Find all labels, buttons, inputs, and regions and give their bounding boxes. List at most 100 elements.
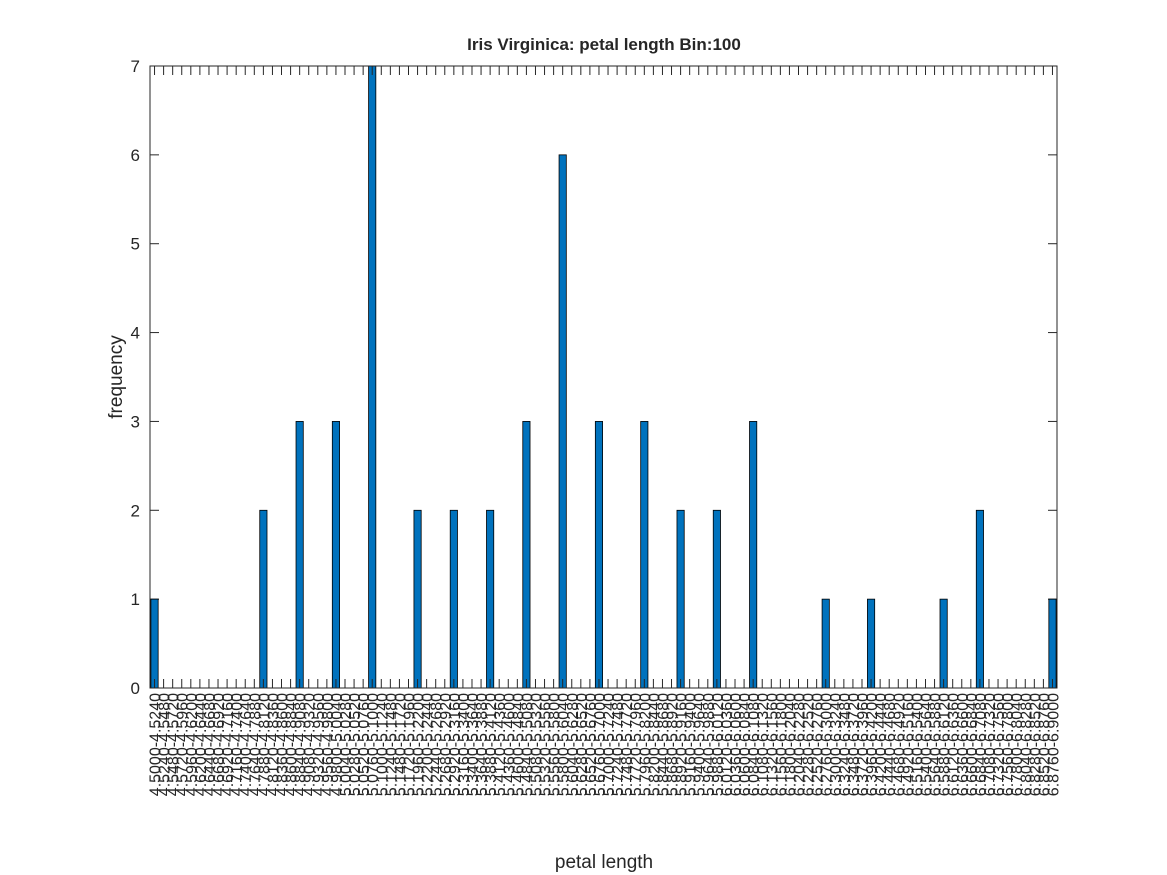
x-tick-label: 6.2280-6.2520 [801,693,818,796]
x-tick-label: 6.3480-6.3720 [846,693,863,796]
bar [413,509,422,689]
x-tick-label: 4.8360-4.8600 [275,693,292,796]
axes-box [149,65,1058,689]
x-tick-label: 5.6280-5.6520 [574,693,591,796]
x-tick-label: 4.5480-4.5720 [166,693,183,796]
x-tick-label: 5.9880-6.0120 [710,693,727,796]
x-tick-label: 6.2040-6.2280 [792,693,809,796]
x-axis-label: petal length [555,852,653,873]
y-tick-label: 6 [131,146,140,165]
y-tick-label: 0 [131,679,140,698]
bar [975,509,984,689]
x-tick-label: 6.2760-6.3000 [819,693,836,796]
x-tick-label: 6.1560-6.1800 [773,693,790,796]
x-tick-label: 6.8760-6.9000 [1045,693,1062,796]
x-tick-label: 5.1960-5.2200 [411,693,428,796]
x-tick-label: 6.7320-6.7560 [991,693,1008,796]
x-tick-label: 6.5400-6.5640 [918,693,935,796]
x-tick-label: 5.6520-5.6760 [583,693,600,796]
x-tick-label: 5.4360-5.4600 [501,693,518,796]
x-tick-label: 6.0360-6.0600 [728,693,745,796]
x-tick-label: 5.7480-5.7720 [619,693,636,796]
x-tick-label: 4.8600-4.8840 [284,693,301,796]
x-tick-label: 5.3640-5.3880 [474,693,491,796]
x-tick-label: 6.0600-6.0840 [737,693,754,796]
x-tick-label: 6.8040-6.8280 [1018,693,1035,796]
bar [594,421,603,689]
x-tick-label: 6.5640-6.5880 [928,693,945,796]
x-tick-label: 6.4200-6.4440 [873,693,890,796]
x-tick-label: 6.7560-6.7800 [1000,693,1017,796]
bar [486,509,495,689]
y-tick-label: 2 [131,501,140,520]
x-tick-label: 6.2520-6.2760 [810,693,827,796]
x-tick-label: 5.6040-5.6280 [565,693,582,796]
x-tick-label: 4.5240-4.5480 [157,693,174,796]
bar [676,509,685,689]
x-tick-label: 5.2680-5.2920 [438,693,455,796]
x-tick-label: 6.4920-6.5160 [900,693,917,796]
bar [640,421,649,689]
x-tick-label: 5.1720-5.1960 [401,693,418,796]
x-tick-label: 5.3160-5.3400 [456,693,473,796]
x-tick-label: 6.8520-6.8760 [1036,693,1053,796]
x-tick-label: 6.1080-6.1320 [755,693,772,796]
bar [522,421,531,689]
chart-title: Iris Virginica: petal length Bin:100 [467,35,741,54]
x-tick-label: 4.7880-4.8120 [256,693,273,796]
x-tick-label: 5.0040-5.0280 [338,693,355,796]
x-tick-label: 5.8680-5.8920 [665,693,682,796]
bar [368,65,377,689]
x-tick-label: 6.1800-6.2040 [782,693,799,796]
y-tick-label: 4 [131,324,140,343]
x-tick-label: 5.1240-5.1480 [383,693,400,796]
x-tick-label: 5.7240-5.7480 [610,693,627,796]
bar [259,509,268,689]
y-tick-label: 7 [131,57,140,76]
x-tick-label: 6.0120-6.0360 [719,693,736,796]
x-tick-label: 4.7160-4.7400 [229,693,246,796]
x-tick-label: 6.3960-6.4200 [864,693,881,796]
x-tick-label: 6.6840-6.7080 [973,693,990,796]
x-tick-label: 4.9080-4.9320 [302,693,319,796]
y-tick-label: 5 [131,235,140,254]
x-tick-label: 5.3880-5.4120 [483,693,500,796]
x-tick-label: 5.8440-5.8680 [655,693,672,796]
x-tick-label: 6.3240-6.3480 [837,693,854,796]
x-tick-label: 5.4840-5.5080 [519,693,536,796]
x-tick-label: 5.3400-5.3640 [465,693,482,796]
x-tick-label: 5.0280-5.0520 [347,693,364,796]
x-tick-label: 5.7720-5.7960 [628,693,645,796]
x-tick-label: 5.4120-5.4360 [492,693,509,796]
x-tick-label: 5.1480-5.1720 [392,693,409,796]
x-tick-label: 6.6120-6.6360 [946,693,963,796]
x-tick-label: 4.5720-4.5960 [175,693,192,796]
x-tick-label: 4.8840-4.9080 [293,693,310,796]
bar [867,598,876,689]
x-tick-label: 4.6200-4.6440 [193,693,210,796]
x-tick-label: 4.9800-5.0040 [329,693,346,796]
x-tick-label: 6.3000-6.3240 [828,693,845,796]
x-tick-label: 6.0840-6.1080 [746,693,763,796]
bar [449,509,458,689]
x-tick-label: 5.5800-5.6040 [556,693,573,796]
x-tick-label: 5.8920-5.9160 [674,693,691,796]
x-tick-label: 5.0760-5.1000 [365,693,382,796]
x-tick-label: 5.5080-5.5320 [528,693,545,796]
bar [749,421,758,689]
x-tick-label: 6.6600-6.6840 [964,693,981,796]
x-tick-label: 5.2920-5.3160 [447,693,464,796]
x-tick-label: 5.1000-5.1240 [374,693,391,796]
bar [1048,598,1057,689]
y-tick-label: 3 [131,412,140,431]
bar [295,421,304,689]
x-tick-label: 5.6760-5.7000 [592,693,609,796]
x-tick-label: 5.4600-5.4840 [510,693,527,796]
bar [150,598,159,689]
x-tick-label: 5.9640-5.9880 [701,693,718,796]
x-tick-label: 6.4680-6.4920 [891,693,908,796]
x-tick-label: 5.2440-5.2680 [429,693,446,796]
x-tick-label: 5.7000-5.7240 [601,693,618,796]
